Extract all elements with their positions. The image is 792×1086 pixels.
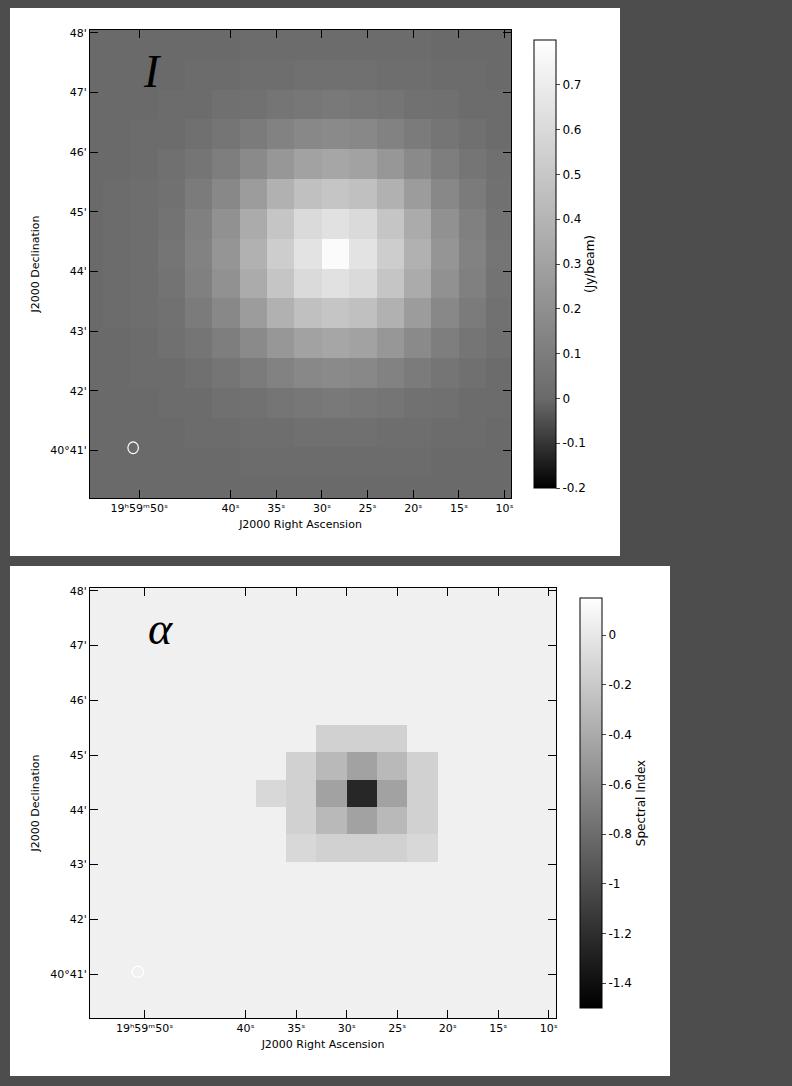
svg-text:46': 46' [70, 146, 87, 159]
svg-text:15ˢ: 15ˢ [450, 502, 468, 515]
svg-text:43': 43' [70, 325, 87, 338]
svg-text:40ˢ: 40ˢ [222, 502, 240, 515]
svg-text:40ˢ: 40ˢ [237, 1022, 255, 1035]
svg-text:19ʰ59ᵐ50ˢ: 19ʰ59ᵐ50ˢ [111, 502, 168, 515]
svg-text:46': 46' [70, 694, 87, 707]
svg-text:-0.4: -0.4 [608, 728, 631, 742]
svg-text:40°41': 40°41' [50, 444, 87, 457]
svg-text:-0.1: -0.1 [562, 436, 585, 450]
svg-text:I: I [143, 46, 162, 97]
svg-text:0.3: 0.3 [562, 257, 581, 271]
svg-text:0: 0 [608, 628, 616, 642]
svg-text:15ˢ: 15ˢ [489, 1022, 507, 1035]
svg-text:-1: -1 [608, 877, 620, 891]
svg-text:-0.8: -0.8 [608, 827, 631, 841]
svg-text:43': 43' [70, 858, 87, 871]
svg-text:10ˢ: 10ˢ [496, 502, 514, 515]
svg-text:-0.6: -0.6 [608, 778, 631, 792]
svg-text:45': 45' [70, 749, 87, 762]
svg-text:45': 45' [70, 206, 87, 219]
svg-text:40°41': 40°41' [50, 968, 87, 981]
svg-text:-0.2: -0.2 [562, 481, 585, 495]
svg-text:0.1: 0.1 [562, 347, 581, 361]
svg-text:25ˢ: 25ˢ [388, 1022, 406, 1035]
svg-text:42': 42' [70, 913, 87, 926]
svg-text:44': 44' [70, 804, 87, 817]
svg-text:Spectral Index: Spectral Index [634, 760, 648, 846]
svg-text:0: 0 [562, 392, 570, 406]
svg-text:25ˢ: 25ˢ [359, 502, 377, 515]
svg-text:-0.2: -0.2 [608, 678, 631, 692]
svg-text:(Jy/beam): (Jy/beam) [583, 235, 597, 293]
svg-text:35ˢ: 35ˢ [267, 502, 285, 515]
svg-text:-1.4: -1.4 [608, 976, 631, 990]
svg-text:-1.2: -1.2 [608, 927, 631, 941]
svg-text:α: α [148, 603, 173, 654]
svg-text:30ˢ: 30ˢ [313, 502, 331, 515]
svg-text:42': 42' [70, 385, 87, 398]
svg-text:J2000 Declination: J2000 Declination [29, 755, 42, 853]
svg-text:44': 44' [70, 265, 87, 278]
svg-text:J2000 Declination: J2000 Declination [29, 216, 42, 314]
svg-text:30ˢ: 30ˢ [338, 1022, 356, 1035]
svg-text:0.2: 0.2 [562, 302, 581, 316]
svg-text:47': 47' [70, 86, 87, 99]
svg-text:0.7: 0.7 [562, 78, 581, 92]
svg-text:J2000 Right Ascension: J2000 Right Ascension [261, 1038, 385, 1051]
svg-text:10ˢ: 10ˢ [540, 1022, 558, 1035]
svg-text:48': 48' [70, 27, 87, 40]
svg-text:35ˢ: 35ˢ [287, 1022, 305, 1035]
svg-text:19ʰ59ᵐ50ˢ: 19ʰ59ᵐ50ˢ [116, 1022, 173, 1035]
svg-text:20ˢ: 20ˢ [404, 502, 422, 515]
svg-text:47': 47' [70, 639, 87, 652]
svg-text:48': 48' [70, 585, 87, 598]
svg-text:20ˢ: 20ˢ [439, 1022, 457, 1035]
svg-text:0.4: 0.4 [562, 212, 581, 226]
svg-text:0.6: 0.6 [562, 123, 581, 137]
svg-text:J2000 Right Ascension: J2000 Right Ascension [238, 518, 362, 531]
svg-text:0.5: 0.5 [562, 168, 581, 182]
